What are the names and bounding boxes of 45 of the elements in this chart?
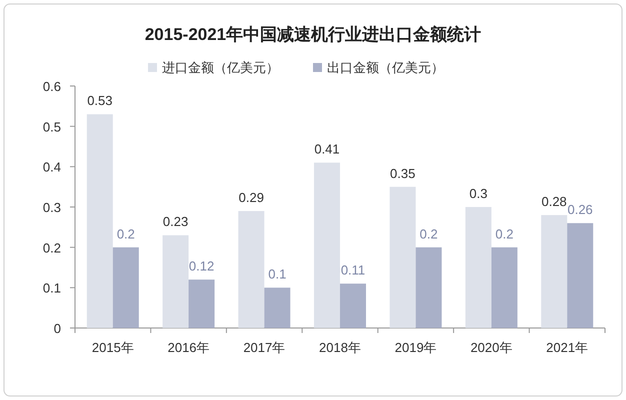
x-tick-label: 2017年 [243, 340, 286, 355]
data-label: 0.23 [162, 214, 188, 230]
data-label: 0.1 [268, 266, 286, 282]
y-tick-label: 0.3 [42, 200, 61, 215]
bar [491, 247, 518, 328]
legend-label: 出口金额（亿美元） [327, 60, 444, 75]
data-label: 0.53 [87, 93, 113, 108]
bar [264, 288, 290, 328]
bar [314, 162, 340, 328]
bar [541, 215, 568, 328]
x-tick-label: 2021年 [546, 340, 588, 355]
y-tick-label: 0.4 [42, 160, 61, 175]
bar [567, 223, 594, 328]
data-label: 0.26 [567, 202, 593, 218]
x-tick-label: 2018年 [319, 340, 361, 355]
data-label: 0.12 [188, 258, 214, 274]
data-label: 0.2 [495, 226, 514, 242]
data-label: 0.3 [469, 186, 488, 201]
bar [188, 280, 215, 328]
y-tick-label: 0 [54, 321, 61, 336]
y-tick-label: 0.1 [42, 280, 61, 296]
bar [465, 207, 492, 328]
data-label: 0.11 [340, 262, 366, 278]
y-tick-label: 0.5 [42, 119, 61, 134]
data-label: 0.29 [238, 190, 264, 206]
chart-title: 2015-2021年中国减速机行业进出口金额统计 [144, 25, 482, 44]
data-label: 0.2 [116, 226, 135, 242]
x-tick-label: 2015年 [92, 340, 134, 355]
data-label: 0.28 [541, 194, 567, 210]
data-label: 0.41 [314, 142, 340, 157]
bar [340, 284, 366, 328]
y-tick-label: 0.6 [42, 79, 61, 94]
bar [112, 247, 139, 328]
x-tick-label: 2020年 [470, 340, 512, 355]
x-tick-label: 2016年 [168, 340, 210, 355]
bar [86, 114, 113, 328]
x-tick-label: 2019年 [394, 340, 437, 355]
bar [416, 247, 442, 328]
y-tick-label: 0.2 [42, 240, 61, 256]
data-label: 0.35 [390, 166, 416, 181]
bar [238, 211, 264, 328]
data-label: 0.2 [420, 226, 438, 242]
bar [390, 186, 416, 328]
bar [162, 235, 189, 328]
legend-label: 进口金额（亿美元） [162, 60, 279, 75]
